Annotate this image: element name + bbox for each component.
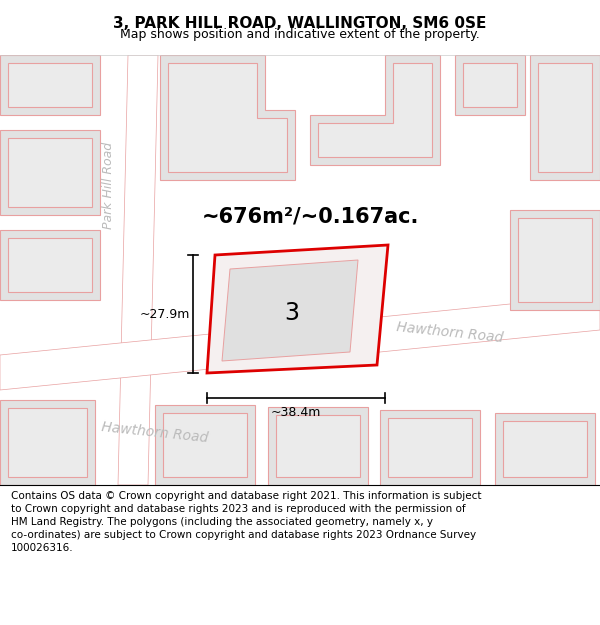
Polygon shape	[8, 63, 92, 107]
Text: Park Hill Road: Park Hill Road	[101, 141, 115, 229]
Polygon shape	[518, 218, 592, 302]
Text: Hawthorn Road: Hawthorn Road	[396, 321, 504, 346]
Polygon shape	[495, 413, 595, 485]
Polygon shape	[463, 63, 517, 107]
Text: 3: 3	[284, 301, 299, 325]
Text: 3, PARK HILL ROAD, WALLINGTON, SM6 0SE: 3, PARK HILL ROAD, WALLINGTON, SM6 0SE	[113, 16, 487, 31]
Text: Map shows position and indicative extent of the property.: Map shows position and indicative extent…	[120, 28, 480, 41]
Polygon shape	[268, 407, 368, 485]
Polygon shape	[503, 421, 587, 477]
Polygon shape	[0, 55, 100, 115]
Polygon shape	[318, 63, 432, 157]
Polygon shape	[8, 408, 87, 477]
Text: ~38.4m: ~38.4m	[271, 406, 321, 419]
Polygon shape	[222, 260, 358, 361]
Polygon shape	[276, 415, 360, 477]
Polygon shape	[207, 245, 388, 373]
Polygon shape	[0, 295, 600, 390]
Polygon shape	[8, 238, 92, 292]
Polygon shape	[163, 413, 247, 477]
Polygon shape	[455, 55, 525, 115]
Text: ~27.9m: ~27.9m	[140, 308, 190, 321]
Polygon shape	[380, 410, 480, 485]
Text: Hawthorn Road: Hawthorn Road	[101, 421, 209, 446]
Polygon shape	[155, 405, 255, 485]
Text: Contains OS data © Crown copyright and database right 2021. This information is : Contains OS data © Crown copyright and d…	[11, 491, 481, 553]
Polygon shape	[538, 63, 592, 172]
Polygon shape	[310, 55, 440, 165]
Polygon shape	[0, 400, 95, 485]
Polygon shape	[510, 210, 600, 310]
Polygon shape	[0, 230, 100, 300]
Polygon shape	[530, 55, 600, 180]
Polygon shape	[160, 55, 295, 180]
Polygon shape	[388, 418, 472, 477]
Polygon shape	[168, 63, 287, 172]
Polygon shape	[0, 130, 100, 215]
Polygon shape	[118, 55, 158, 485]
Polygon shape	[8, 138, 92, 207]
Text: ~676m²/~0.167ac.: ~676m²/~0.167ac.	[202, 207, 419, 227]
